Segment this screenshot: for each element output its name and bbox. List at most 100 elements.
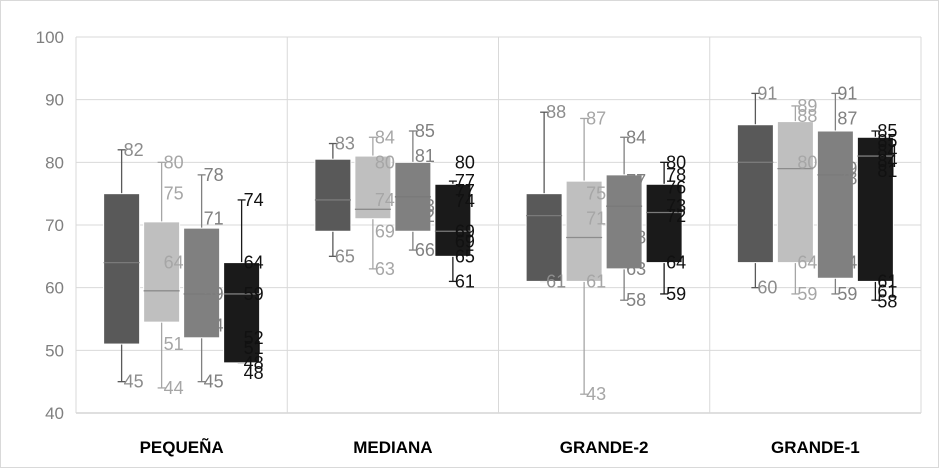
- data-label: 68: [626, 228, 646, 248]
- data-label: 59: [666, 284, 686, 304]
- box: [354, 155, 392, 220]
- data-label: 91: [757, 83, 777, 103]
- data-label: 72: [415, 206, 435, 226]
- category-label: GRANDE-2: [560, 438, 649, 457]
- data-label: 84: [877, 151, 897, 171]
- data-label: 44: [164, 378, 184, 398]
- data-label: 77: [455, 181, 475, 201]
- data-label: 84: [375, 127, 395, 147]
- data-label: 83: [335, 134, 355, 154]
- box: [736, 124, 774, 264]
- data-label: 77: [455, 171, 475, 191]
- y-tick-label: 70: [45, 216, 64, 235]
- data-label: 69: [375, 221, 395, 241]
- box: [776, 121, 814, 264]
- data-label: 69: [455, 221, 475, 241]
- data-label: 52: [244, 328, 264, 348]
- data-label: 84: [626, 127, 646, 147]
- data-label: 73: [415, 196, 435, 216]
- data-label: 91: [837, 83, 857, 103]
- data-label: 74: [244, 190, 264, 210]
- data-label: 64: [797, 253, 817, 273]
- data-label: 66: [415, 240, 435, 260]
- y-tick-label: 90: [45, 91, 64, 110]
- data-label: 82: [124, 140, 144, 160]
- box: [314, 158, 352, 232]
- data-label: 64: [244, 253, 264, 273]
- y-tick-label: 40: [45, 404, 64, 423]
- y-tick-label: 60: [45, 279, 64, 298]
- data-label: 85: [877, 121, 897, 141]
- data-label: 61: [546, 271, 566, 291]
- data-label: 59: [837, 284, 857, 304]
- category-label: GRANDE-1: [771, 438, 860, 457]
- y-tick-label: 50: [45, 341, 64, 360]
- data-label: 85: [415, 121, 435, 141]
- data-label: 61: [455, 271, 475, 291]
- data-label: 65: [455, 246, 475, 266]
- data-label: 45: [124, 372, 144, 392]
- box: [816, 130, 854, 279]
- category-label: PEQUEÑA: [140, 437, 224, 457]
- data-label: 61: [586, 271, 606, 291]
- data-label: 76: [666, 177, 686, 197]
- data-label: 48: [244, 363, 264, 383]
- box: [565, 180, 603, 282]
- box: [223, 262, 261, 364]
- data-label: 48: [244, 353, 264, 373]
- data-label: 80: [666, 152, 686, 172]
- data-label: 69: [455, 231, 475, 251]
- data-label: 81: [415, 146, 435, 166]
- data-label: 80: [797, 152, 817, 172]
- data-label: 89: [797, 96, 817, 116]
- box: [645, 183, 683, 264]
- data-label: 61: [877, 281, 897, 301]
- data-label: 87: [586, 108, 606, 128]
- data-label: 59: [204, 284, 224, 304]
- data-label: 78: [666, 165, 686, 185]
- data-label: 64: [666, 253, 686, 273]
- data-label: 65: [335, 246, 355, 266]
- data-label: 60: [757, 278, 777, 298]
- box: [143, 221, 181, 323]
- data-label: 74: [455, 191, 475, 211]
- data-label: 59: [797, 284, 817, 304]
- data-label: 78: [204, 165, 224, 185]
- box: [605, 174, 643, 270]
- box: [103, 193, 141, 345]
- box: [183, 227, 221, 339]
- data-label: 73: [666, 196, 686, 216]
- data-label: 79: [837, 159, 857, 179]
- data-label: 63: [626, 259, 646, 279]
- category-label: MEDIANA: [353, 438, 432, 457]
- data-label: 75: [586, 184, 606, 204]
- data-label: 58: [626, 290, 646, 310]
- data-label: 75: [164, 184, 184, 204]
- data-label: 64: [837, 253, 857, 273]
- data-label: 64: [164, 253, 184, 273]
- data-label: 71: [204, 209, 224, 229]
- data-label: 78: [837, 169, 857, 189]
- data-label: 85: [877, 131, 897, 151]
- data-label: 54: [204, 315, 224, 335]
- box: [856, 136, 894, 282]
- data-label: 74: [375, 190, 395, 210]
- data-label: 88: [797, 106, 817, 126]
- data-label: 80: [164, 152, 184, 172]
- data-label: 80: [455, 152, 475, 172]
- data-label: 84: [877, 141, 897, 161]
- data-label: 43: [586, 384, 606, 404]
- data-label: 45: [204, 372, 224, 392]
- data-label: 88: [546, 102, 566, 122]
- y-tick-label: 100: [36, 28, 64, 47]
- data-label: 58: [877, 291, 897, 311]
- box: [525, 193, 563, 282]
- box: [434, 183, 472, 257]
- data-label: 72: [666, 206, 686, 226]
- data-label: 81: [877, 161, 897, 181]
- data-label: 87: [837, 108, 857, 128]
- data-label: 51: [244, 338, 264, 358]
- data-label: 80: [375, 152, 395, 172]
